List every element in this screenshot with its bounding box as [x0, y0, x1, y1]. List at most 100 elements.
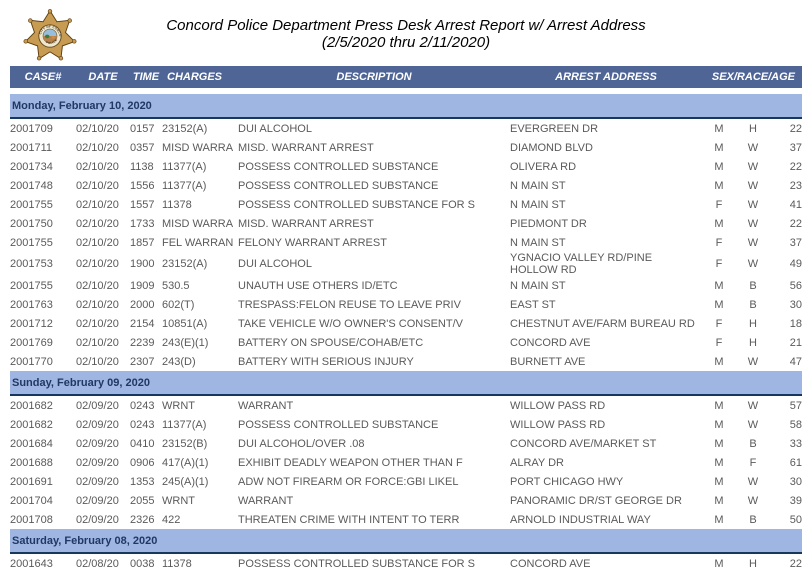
time-cell: 0243: [130, 399, 155, 412]
table-row: 2001682 02/09/20 0243 WRNT WARRANT WILLO…: [10, 395, 802, 415]
table-row: 2001711 02/10/20 0357 MISD WARRA MISD. W…: [10, 138, 802, 157]
age-cell: 37: [789, 141, 802, 154]
arrest-address-cell: EAST ST: [510, 298, 556, 311]
date-cell: 02/09/20: [76, 399, 119, 412]
sex-cell: M: [714, 456, 724, 469]
charges-cell: 11377(A): [162, 179, 207, 192]
date-section-label: Saturday, February 08, 2020: [12, 535, 158, 547]
description-cell: DUI ALCOHOL: [238, 258, 312, 270]
date-cell: 02/10/20: [76, 336, 119, 349]
table-row: 2001770 02/10/20 2307 243(D) BATTERY WIT…: [10, 352, 802, 371]
race-cell: B: [749, 513, 757, 526]
table-row: 2001769 02/10/20 2239 243(E)(1) BATTERY …: [10, 333, 802, 352]
table-row: 2001709 02/10/20 0157 23152(A) DUI ALCOH…: [10, 118, 802, 138]
case-number-cell: 2001643: [10, 557, 53, 570]
column-header-arrest-address: ARREST ADDRESS: [510, 66, 702, 94]
case-number-cell: 2001753: [10, 258, 53, 270]
sex-cell: M: [714, 217, 724, 230]
date-section-label: Monday, February 10, 2020: [12, 100, 152, 112]
time-cell: 0357: [130, 141, 155, 154]
table-row: 2001708 02/09/20 2326 422 THREATEN CRIME…: [10, 510, 802, 529]
charges-cell: 243(D): [162, 355, 196, 368]
arrest-address-cell: N MAIN ST: [510, 236, 566, 249]
age-cell: 22: [789, 160, 802, 173]
time-cell: 0157: [130, 122, 155, 135]
sex-cell: M: [714, 279, 724, 292]
arrest-address-cell: N MAIN ST: [510, 198, 566, 211]
charges-cell: 422: [162, 513, 181, 526]
race-cell: W: [747, 141, 759, 154]
case-number-cell: 2001691: [10, 475, 53, 488]
arrest-address-cell: ALRAY DR: [510, 456, 565, 469]
sex-cell: M: [714, 513, 724, 526]
report-date-range: (2/5/2020 thru 2/11/2020): [321, 34, 491, 51]
case-number-cell: 2001708: [10, 513, 53, 526]
sex-cell: M: [714, 355, 724, 368]
charges-cell: 23152(A): [162, 258, 208, 270]
table-row: 2001704 02/09/20 2055 WRNT WARRANT PANOR…: [10, 491, 802, 510]
charges-cell: MISD WARRA: [162, 141, 234, 154]
table-row: 2001734 02/10/20 1138 11377(A) POSSESS C…: [10, 157, 802, 176]
race-cell: H: [749, 317, 757, 330]
age-cell: 49: [789, 258, 802, 270]
time-cell: 1909: [130, 279, 155, 292]
age-cell: 41: [789, 198, 802, 211]
arrest-address-cell: N MAIN ST: [510, 279, 566, 292]
arrest-address-cell: CONCORD AVE/MARKET ST: [510, 437, 657, 450]
case-number-cell: 2001750: [10, 217, 53, 230]
age-cell: 23: [789, 179, 802, 192]
column-header-time: TIME: [130, 66, 162, 94]
arrest-address-cell: ARNOLD INDUSTRIAL WAY: [510, 513, 651, 526]
case-number-cell: 2001682: [10, 418, 53, 431]
description-cell: TRESPASS:FELON REUSE TO LEAVE PRIV: [238, 298, 461, 311]
date-cell: 02/09/20: [76, 513, 119, 526]
arrest-address-cell: EVERGREEN DR: [510, 122, 599, 135]
time-cell: 1733: [130, 217, 155, 230]
description-cell: EXHIBIT DEADLY WEAPON OTHER THAN F: [238, 456, 463, 469]
age-cell: 39: [789, 494, 802, 507]
case-number-cell: 2001734: [10, 160, 53, 173]
charges-cell: 23152(B): [162, 437, 208, 450]
table-row: 2001755 02/10/20 1557 11378 POSSESS CONT…: [10, 195, 802, 214]
description-cell: MISD. WARRANT ARREST: [238, 141, 374, 154]
sex-cell: M: [714, 418, 724, 431]
arrest-address-cell: YGNACIO VALLEY RD/PINE HOLLOW RD: [510, 252, 653, 276]
date-cell: 02/09/20: [76, 437, 119, 450]
description-cell: BATTERY WITH SERIOUS INJURY: [238, 355, 414, 368]
case-number-cell: 2001711: [10, 141, 53, 154]
date-section-band: Sunday, February 09, 2020: [10, 371, 802, 396]
date-cell: 02/09/20: [76, 456, 119, 469]
age-cell: 56: [789, 279, 802, 292]
time-cell: 0906: [130, 456, 155, 469]
sex-cell: M: [714, 160, 724, 173]
description-cell: DUI ALCOHOL/OVER .08: [238, 437, 365, 450]
race-cell: B: [749, 437, 757, 450]
arrest-address-cell: PANORAMIC DR/ST GEORGE DR: [510, 494, 682, 507]
column-header-case: CASE#: [10, 66, 76, 94]
race-cell: W: [747, 399, 759, 412]
column-header-sex-race-age: SEX/RACE/AGE: [702, 66, 802, 94]
date-cell: 02/08/20: [76, 557, 119, 570]
date-cell: 02/10/20: [76, 298, 119, 311]
time-cell: 1857: [130, 236, 155, 249]
sex-cell: M: [714, 141, 724, 154]
case-number-cell: 2001770: [10, 355, 53, 368]
race-cell: W: [747, 475, 759, 488]
time-cell: 1557: [130, 198, 155, 211]
table-row: 2001688 02/09/20 0906 417(A)(1) EXHIBIT …: [10, 453, 802, 472]
case-number-cell: 2001755: [10, 236, 53, 249]
date-cell: 02/10/20: [76, 179, 119, 192]
column-header-date: DATE: [76, 66, 130, 94]
case-number-cell: 2001712: [10, 317, 53, 330]
table-row: 2001753 02/10/20 1900 23152(A) DUI ALCOH…: [10, 252, 802, 276]
table-row: 2001682 02/09/20 0243 11377(A) POSSESS C…: [10, 415, 802, 434]
age-cell: 22: [789, 122, 802, 135]
age-cell: 47: [789, 355, 802, 368]
race-cell: H: [749, 122, 757, 135]
charges-cell: 23152(A): [162, 122, 208, 135]
time-cell: 2154: [130, 317, 155, 330]
table-row: 2001755 02/10/20 1909 530.5 UNAUTH USE O…: [10, 276, 802, 295]
sex-cell: M: [714, 122, 724, 135]
time-cell: 2000: [130, 298, 155, 311]
